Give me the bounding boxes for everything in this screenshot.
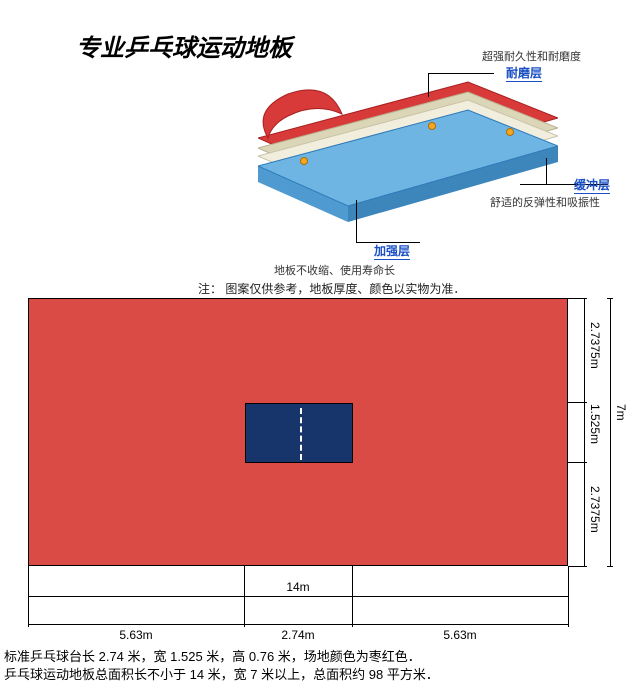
dim-label: 5.63m [430,628,490,642]
canvas: 专业乒乓球运动地板 超强耐久性和耐磨度耐磨层缓冲层舒适的反弹性和吸振性加强层地板… [0,0,640,684]
callout-line [356,200,357,242]
layer-diagram [258,66,558,236]
dim-label: 2.7375m [588,322,602,369]
dim-line [352,624,568,625]
dim-label: 2.74m [268,628,328,642]
dim-label: 14m [268,580,328,594]
dim-line [28,596,568,597]
dim-line [584,402,585,462]
table-net [300,408,302,460]
callout-label: 加强层 [374,242,410,260]
dim-label: 2.7375m [588,486,602,533]
page-title: 专业乒乓球运动地板 [76,28,292,63]
dim-label: 1.525m [588,404,602,444]
dim-label: 7m [614,404,628,421]
callout-label: 地板不收缩、使用寿命长 [274,262,395,278]
dim-line [610,298,611,566]
callout-label: 超强耐久性和耐磨度 [482,48,581,64]
callout-line [546,158,547,184]
callout-line [428,73,429,97]
dim-line [244,624,352,625]
dim-line [584,298,585,402]
footer-line: 乒乓球运动地板总面积长不小于 14 米，宽 7 米以上，总面积约 98 平方米． [4,666,439,684]
callout-line [428,73,494,74]
footer-line: 标准乒乓球台长 2.74 米，宽 1.525 米，高 0.76 米，场地颜色为枣… [4,648,439,666]
table-rectangle [245,403,353,463]
callout-label: 缓冲层 [574,176,610,194]
diagram-note: 注： 图案仅供参考，地板厚度、颜色以实物为准． [198,280,465,297]
callout-label: 耐磨层 [506,64,542,82]
dim-line [28,624,244,625]
footer-text: 标准乒乓球台长 2.74 米，宽 1.525 米，高 0.76 米，场地颜色为枣… [4,648,439,684]
floor-plan [28,298,568,566]
dim-label: 5.63m [106,628,166,642]
callout-label: 舒适的反弹性和吸振性 [490,194,600,210]
dim-line [584,462,585,566]
